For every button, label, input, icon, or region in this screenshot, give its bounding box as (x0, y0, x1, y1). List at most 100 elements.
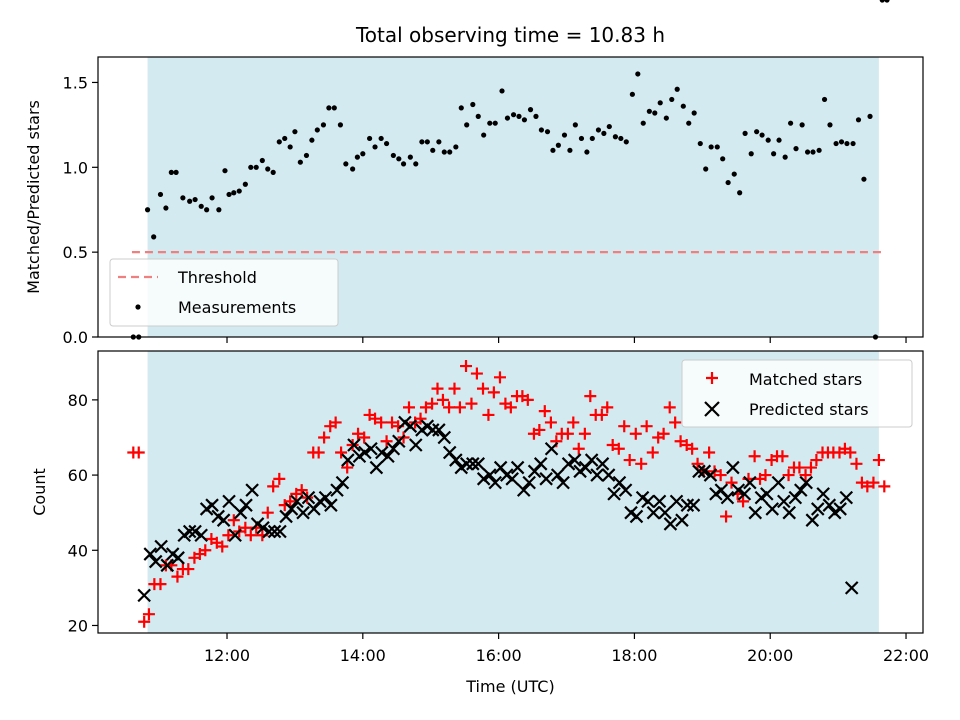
predicted-star-point (510, 460, 525, 475)
measurement-point (691, 110, 697, 116)
legend-measurements-label: Measurements (178, 298, 296, 317)
y-tick-label: 1.0 (63, 158, 88, 177)
matched-star-point (487, 386, 500, 399)
matched-star-point (703, 446, 716, 459)
predicted-star-point (782, 505, 797, 520)
measurement-point (572, 122, 578, 128)
predicted-star-point (544, 441, 559, 456)
measurement-point (242, 181, 248, 187)
predicted-star-point (816, 487, 830, 501)
predicted-star-point (262, 524, 276, 539)
predicted-star-point (148, 554, 163, 569)
measurement-point (168, 169, 174, 175)
matched-star-point (810, 454, 823, 467)
measurement-point (714, 144, 720, 150)
matched-star-point (635, 457, 648, 470)
measurement-point (424, 139, 430, 145)
measurement-point (487, 120, 493, 126)
predicted-star-point (459, 457, 474, 471)
measurement-point (413, 161, 419, 167)
x-tick-label: 18:00 (611, 646, 657, 665)
measurement-point (337, 122, 344, 128)
measurement-point (674, 86, 680, 92)
matched-star-point (460, 360, 473, 373)
predicted-star-point (375, 445, 389, 460)
measurement-point (144, 207, 151, 213)
measurement-point (276, 139, 282, 145)
matched-star-point (759, 469, 772, 482)
matched-star-point (737, 495, 750, 508)
matched-star-point (578, 427, 591, 440)
matched-star-point (533, 423, 546, 436)
matched-star-point (521, 393, 534, 406)
measurement-point (657, 100, 663, 106)
matched-star-point (154, 578, 167, 591)
measurement-point (538, 127, 544, 133)
matched-star-point (601, 401, 614, 414)
measurement-point (578, 135, 585, 142)
matched-star-point (380, 435, 393, 448)
predicted-star-point (658, 505, 672, 520)
predicted-star-point (437, 430, 452, 445)
predicted-star-point (584, 453, 599, 467)
matched-star-point (804, 461, 817, 474)
measurement-point (867, 113, 873, 119)
matched-star-point (386, 416, 399, 429)
panel-counts-frame (97, 350, 924, 634)
measurement-point (793, 146, 799, 152)
matched-star-point (261, 506, 274, 519)
predicted-star-point (533, 457, 548, 471)
predicted-star-point (590, 468, 604, 482)
measurement-point (354, 154, 360, 160)
measurement-point (407, 154, 413, 160)
legend-ratio: Threshold Measurements (109, 258, 339, 327)
measurement-point (550, 147, 556, 153)
measurement-point (453, 144, 459, 150)
predicted-star-point (692, 464, 706, 479)
measurement-point (623, 139, 629, 145)
measurement-point (209, 195, 215, 201)
matched-star-point (402, 401, 415, 414)
predicted-star-point (279, 509, 293, 524)
measurement-point (436, 139, 442, 145)
predicted-star-point (799, 475, 813, 490)
matched-star-point (663, 401, 676, 414)
predicted-star-point (160, 558, 175, 573)
matched-star-point (878, 480, 891, 493)
matched-star-point (244, 529, 257, 542)
measurement-point (157, 191, 164, 198)
matched-star-point (748, 450, 761, 463)
predicted-star-point (466, 457, 480, 471)
matched-star-point (436, 393, 449, 406)
measurement-point (618, 135, 624, 142)
matched-star-point (171, 570, 184, 583)
measurement-point (652, 110, 658, 116)
matched-star-point (352, 427, 365, 440)
measurement-point (629, 91, 635, 97)
matched-star-point (426, 397, 439, 410)
measurement-point (492, 120, 498, 126)
predicted-star-point (743, 475, 757, 490)
predicted-star-point (697, 464, 712, 479)
predicted-star-point (256, 520, 270, 535)
measurement-point (326, 105, 332, 111)
predicted-star-point (347, 438, 361, 452)
measurement-point (151, 234, 157, 240)
predicted-star-point (731, 483, 746, 497)
measurement-point (516, 113, 522, 119)
measurement-point (703, 166, 709, 172)
measurement-point (367, 135, 373, 142)
measurement-point (612, 134, 619, 140)
matched-star-point (453, 401, 466, 414)
matched-star-point (493, 371, 506, 384)
measurement-point (222, 168, 228, 174)
predicted-star-point (669, 494, 684, 509)
measurement-point (816, 147, 822, 153)
measurement-point (464, 122, 470, 128)
measurement-point (187, 198, 193, 204)
measurement-point (697, 140, 703, 147)
predicted-star-point (788, 490, 803, 505)
measurement-point (725, 179, 731, 186)
matched-star-point (470, 367, 483, 380)
measurement-point (396, 156, 402, 162)
